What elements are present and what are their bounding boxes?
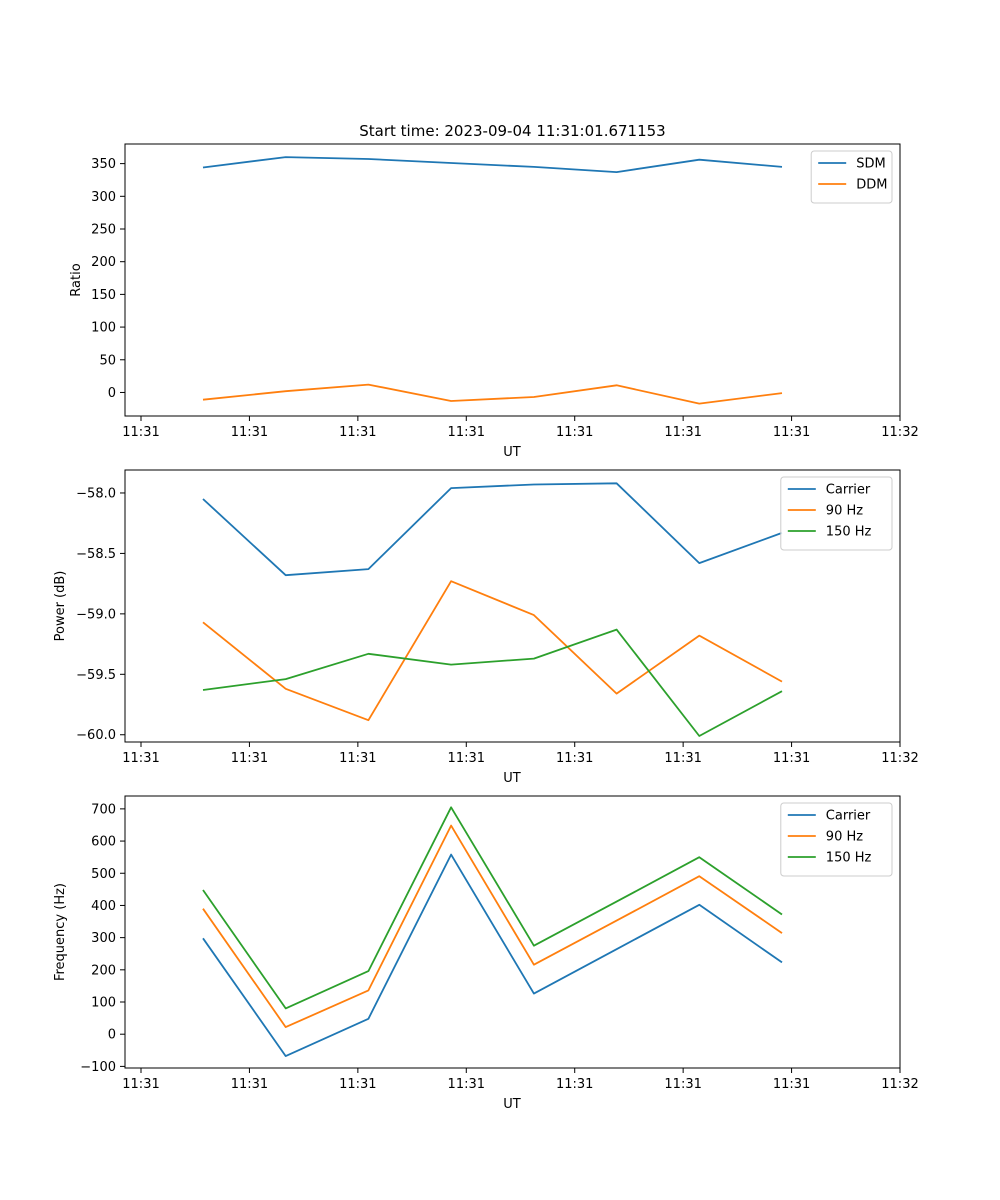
power-series-line-90-hz	[202, 580, 783, 722]
ratio-legend-label: DDM	[856, 178, 887, 193]
frequency-series-line-150-hz	[202, 806, 783, 1010]
power-x-tick-label: 11:31	[122, 751, 159, 766]
frequency-y-tick-label: −100	[80, 1060, 116, 1075]
ratio-series-line-ddm	[202, 383, 783, 405]
ratio-plot-frame	[124, 143, 901, 417]
frequency-legend-label: 150 Hz	[826, 851, 872, 866]
frequency-series-line-carrier	[202, 853, 783, 1057]
ratio-x-tick-label: 11:31	[773, 425, 810, 440]
frequency-y-tick-label: 700	[91, 802, 116, 817]
power-x-tick-label: 11:31	[448, 751, 485, 766]
frequency-legend-label: 90 Hz	[826, 830, 863, 845]
ratio-x-tick-label: 11:31	[339, 425, 376, 440]
ratio-y-axis-label: Ratio	[69, 263, 84, 296]
power-series-line-150-hz	[202, 628, 783, 737]
power-y-tick-label: −58.5	[76, 547, 116, 562]
frequency-legend: Carrier 90 Hz 150 Hz	[780, 802, 893, 877]
frequency-y-tick-label: 500	[91, 867, 116, 882]
power-x-tick-label: 11:32	[881, 751, 918, 766]
frequency-x-axis-label: UT	[503, 1097, 521, 1112]
ratio-x-tick-label: 11:31	[122, 425, 159, 440]
ratio-y-tick-label: 0	[108, 386, 116, 401]
power-y-tick-label: −60.0	[76, 728, 116, 743]
figure-title: Start time: 2023-09-04 11:31:01.671153	[359, 122, 665, 140]
frequency-y-tick-label: 200	[91, 963, 116, 978]
frequency-x-tick-label: 11:31	[122, 1077, 159, 1092]
power-series-line-carrier	[202, 482, 783, 577]
frequency-x-tick-label: 11:32	[881, 1077, 918, 1092]
ratio-y-tick-label: 300	[91, 190, 116, 205]
ratio-x-axis-label: UT	[503, 445, 521, 460]
power-y-axis-label: Power (dB)	[53, 571, 68, 642]
ratio-y-tick-label: 250	[91, 223, 116, 238]
ratio-x-tick-label: 11:31	[448, 425, 485, 440]
ratio-y-tick-label: 100	[91, 321, 116, 336]
frequency-x-tick-label: 11:31	[448, 1077, 485, 1092]
power-subplot: 11:31 11:31 11:31 11:31 11:31 11:31 11:31 11:32…	[53, 469, 919, 786]
power-y-tick-label: −59.0	[76, 607, 116, 622]
frequency-x-tick-label: 11:31	[339, 1077, 376, 1092]
power-legend-label: Carrier	[826, 483, 871, 498]
ratio-series-line-sdm	[202, 156, 783, 174]
frequency-series-line-90-hz	[202, 824, 783, 1028]
frequency-y-tick-label: 100	[91, 996, 116, 1011]
ratio-x-tick-label: 11:31	[556, 425, 593, 440]
ratio-y-tick-label: 350	[91, 157, 116, 172]
power-x-tick-label: 11:31	[556, 751, 593, 766]
power-legend-label: 90 Hz	[826, 504, 863, 519]
power-legend: Carrier 90 Hz 150 Hz	[780, 476, 893, 551]
power-y-tick-label: −58.0	[76, 486, 116, 501]
ratio-legend-box	[810, 150, 893, 204]
frequency-x-tick-label: 11:31	[231, 1077, 268, 1092]
frequency-legend-label: Carrier	[826, 809, 871, 824]
power-x-axis-label: UT	[503, 771, 521, 786]
ratio-x-tick-label: 11:31	[231, 425, 268, 440]
ratio-y-tick-label: 200	[91, 255, 116, 270]
power-x-tick-label: 11:31	[339, 751, 376, 766]
frequency-subplot: 11:31 11:31 11:31 11:31 11:31 11:31 11:31 11:32…	[53, 795, 919, 1112]
power-plot-frame	[124, 469, 901, 743]
frequency-x-tick-label: 11:31	[556, 1077, 593, 1092]
ratio-legend: SDM DDM	[810, 150, 893, 204]
power-x-tick-label: 11:31	[231, 751, 268, 766]
frequency-plot-frame	[124, 795, 901, 1069]
ratio-subplot: 11:31 11:31 11:31 11:31 11:31 11:31 11:31 11:32…	[69, 143, 919, 460]
ratio-y-tick-label: 150	[91, 288, 116, 303]
power-y-tick-label: −59.5	[76, 668, 116, 683]
power-x-tick-label: 11:31	[664, 751, 701, 766]
frequency-y-axis-label: Frequency (Hz)	[53, 883, 68, 981]
frequency-y-tick-label: 600	[91, 835, 116, 850]
frequency-y-tick-label: 400	[91, 899, 116, 914]
ratio-y-tick-label: 50	[99, 353, 116, 368]
frequency-x-tick-label: 11:31	[773, 1077, 810, 1092]
frequency-y-tick-label: 0	[108, 1028, 116, 1043]
frequency-x-tick-label: 11:31	[664, 1077, 701, 1092]
power-legend-label: 150 Hz	[826, 525, 872, 540]
ratio-x-tick-label: 11:31	[664, 425, 701, 440]
ratio-legend-label: SDM	[856, 157, 885, 172]
ratio-x-tick-label: 11:32	[881, 425, 918, 440]
frequency-y-tick-label: 300	[91, 931, 116, 946]
power-x-tick-label: 11:31	[773, 751, 810, 766]
